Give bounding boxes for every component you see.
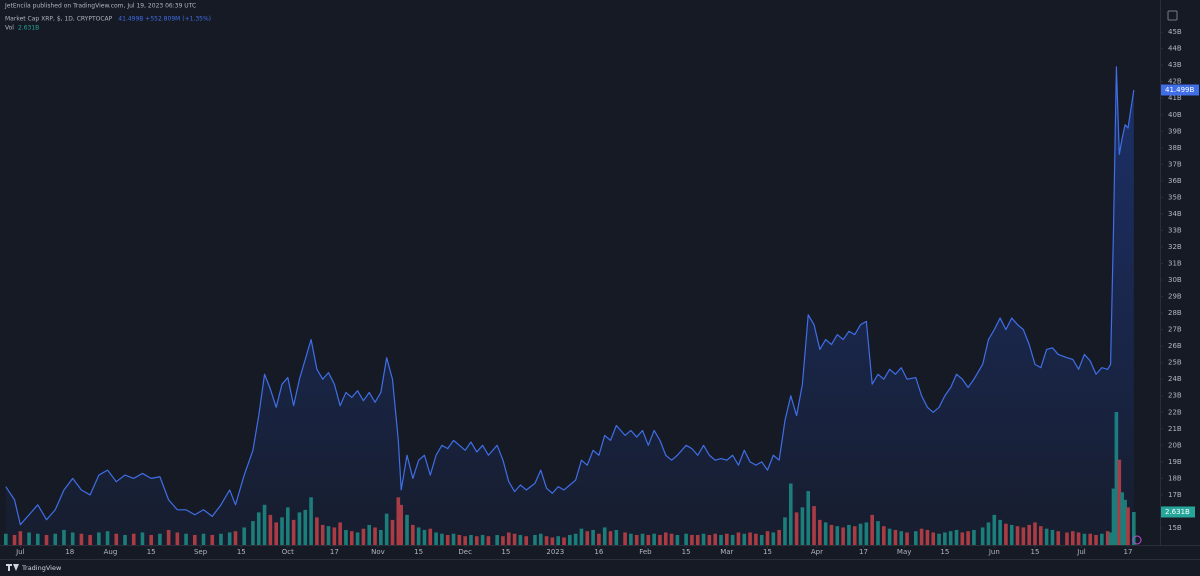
- y-tick-label: 21B: [1168, 425, 1182, 433]
- y-tick-label: 24B: [1168, 375, 1182, 383]
- tradingview-logo: [6, 564, 19, 571]
- y-tick-label: 34B: [1168, 210, 1182, 218]
- y-tick-label: 33B: [1168, 226, 1182, 234]
- y-tick-label: 40B: [1168, 111, 1182, 119]
- y-tick-label: 31B: [1168, 260, 1182, 268]
- y-tick-label: 15B: [1168, 524, 1182, 532]
- y-tick-label: 27B: [1168, 326, 1182, 334]
- x-tick-label: 17: [859, 548, 868, 556]
- event-icon[interactable]: [1132, 535, 1142, 545]
- y-tick-label: 28B: [1168, 309, 1182, 317]
- x-tick-label: Nov: [371, 548, 385, 556]
- price-area: [5, 66, 1134, 545]
- volume-name: Vol: [5, 25, 14, 32]
- x-tick-label: 15: [682, 548, 691, 556]
- price-line: [5, 66, 1135, 526]
- x-tick-label: 16: [594, 548, 603, 556]
- y-tick-label: 22B: [1168, 408, 1182, 416]
- y-tick-label: 26B: [1168, 342, 1182, 350]
- x-tick-label: 15: [940, 548, 949, 556]
- last-volume-box: [1161, 506, 1195, 518]
- header-value: 41.499B +552.809M (+1.35%): [118, 16, 211, 23]
- footer-brand: TradingView: [21, 564, 62, 572]
- x-tick-label: 18: [65, 548, 74, 556]
- x-tick-label: 17: [1124, 548, 1133, 556]
- x-tick-label: 2023: [546, 548, 564, 556]
- plot: [4, 66, 1136, 545]
- x-tick-label: Jul: [15, 548, 25, 556]
- x-tick-label: 15: [1031, 548, 1040, 556]
- volume-bar: [1132, 511, 1136, 545]
- y-tick-label: 35B: [1168, 193, 1182, 201]
- y-tick-label: 41B: [1168, 94, 1182, 102]
- y-tick-label: 30B: [1168, 276, 1182, 284]
- x-tick-label: Dec: [458, 548, 472, 556]
- x-tick-label: May: [897, 548, 911, 556]
- y-tick-label: 37B: [1168, 160, 1182, 168]
- y-tick-label: 38B: [1168, 144, 1182, 152]
- x-tick-label: 15: [763, 548, 772, 556]
- y-tick-label: 44B: [1168, 45, 1182, 53]
- last-price-label: 41.499B: [1165, 86, 1194, 94]
- y-tick-label: 42B: [1168, 78, 1182, 86]
- x-tick-label: 15: [414, 548, 423, 556]
- y-tick-label: 20B: [1168, 441, 1182, 449]
- y-tick-label: 39B: [1168, 127, 1182, 135]
- y-tick-label: 19B: [1168, 458, 1182, 466]
- x-tick-label: Mar: [720, 548, 733, 556]
- x-tick-label: Oct: [282, 548, 294, 556]
- x-tick-label: 15: [501, 548, 510, 556]
- x-tick-label: Feb: [639, 548, 652, 556]
- y-tick-label: 29B: [1168, 293, 1182, 301]
- y-tick-label: 36B: [1168, 177, 1182, 185]
- x-tick-label: 15: [237, 548, 246, 556]
- series-name: Market Cap XRP, $, 1D, CRYPTOCAP: [5, 16, 113, 23]
- x-tick-label: Jul: [1076, 548, 1086, 556]
- y-tick-label: 32B: [1168, 243, 1182, 251]
- last-price-box: [1161, 84, 1199, 96]
- settings-icon[interactable]: [1167, 10, 1178, 21]
- x-tick-label: Sep: [194, 548, 208, 556]
- publish-title: JetEncila published on TradingView.com, …: [4, 3, 196, 10]
- y-tick-label: 18B: [1168, 474, 1182, 482]
- x-tick-label: Apr: [811, 548, 823, 556]
- x-tick-label: 15: [147, 548, 156, 556]
- y-tick-label: 25B: [1168, 359, 1182, 367]
- x-tick-label: 17: [330, 548, 339, 556]
- x-tick-label: Jun: [988, 548, 1000, 556]
- volume-header-value: 2.631B: [18, 25, 39, 32]
- y-tick-label: 43B: [1168, 61, 1182, 69]
- x-tick-label: Aug: [104, 548, 118, 556]
- y-tick-label: 17B: [1168, 491, 1182, 499]
- last-volume-label: 2.631B: [1165, 508, 1190, 516]
- y-tick-label: 23B: [1168, 392, 1182, 400]
- y-tick-label: 45B: [1168, 28, 1182, 36]
